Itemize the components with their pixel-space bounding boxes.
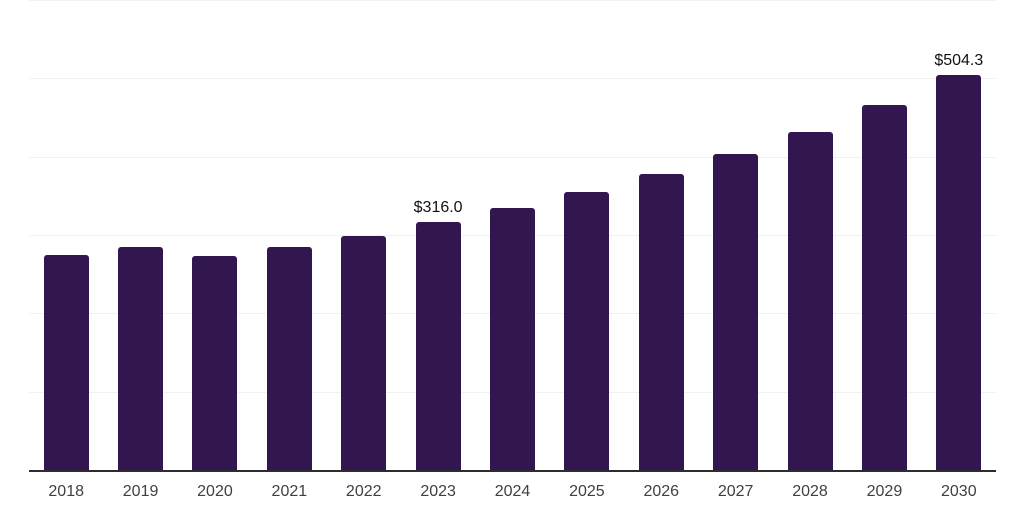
x-tick-label-2026: 2026 xyxy=(643,483,680,500)
x-axis-labels: 2018 2019 2020 2021 2022 2023 2024 2025 2026 2027… xyxy=(29,483,996,503)
bar-2020 xyxy=(192,256,238,470)
value-label-2023: $316.0 xyxy=(413,199,463,217)
bar-2028 xyxy=(787,131,833,470)
bar-2029 xyxy=(861,104,907,470)
x-tick-label-2020: 2020 xyxy=(197,483,233,500)
gridline-600 xyxy=(29,0,996,1)
x-tick-label-2024: 2024 xyxy=(494,483,531,500)
bar-2024 xyxy=(490,208,535,470)
x-tick-label-2027: 2027 xyxy=(717,483,754,500)
bar-2025 xyxy=(564,191,610,470)
gridline-500 xyxy=(29,78,996,80)
bar-2022 xyxy=(341,235,387,470)
x-tick-label-2023: 2023 xyxy=(420,483,456,500)
x-tick-label-2029: 2029 xyxy=(866,483,903,500)
x-tick-label-2030: 2030 xyxy=(941,483,977,500)
x-tick-label-2021: 2021 xyxy=(271,483,308,500)
bar-2026 xyxy=(638,173,684,470)
bar-2023 xyxy=(415,222,461,470)
x-tick-label-2025: 2025 xyxy=(569,483,605,500)
x-tick-label-2018: 2018 xyxy=(48,483,84,500)
bar-2018 xyxy=(43,255,89,470)
bar-2019 xyxy=(118,247,164,470)
gridline-400 xyxy=(29,156,996,158)
bar-2021 xyxy=(266,247,312,470)
bar-2030 xyxy=(936,74,982,470)
x-tick-label-2019: 2019 xyxy=(122,483,159,500)
value-label-2030: $504.3 xyxy=(934,51,984,69)
x-tick-label-2028: 2028 xyxy=(792,483,828,500)
plot-area: $316.0 $504.3 xyxy=(29,0,996,472)
x-tick-label-2022: 2022 xyxy=(345,483,382,500)
bar-2027 xyxy=(713,154,759,470)
